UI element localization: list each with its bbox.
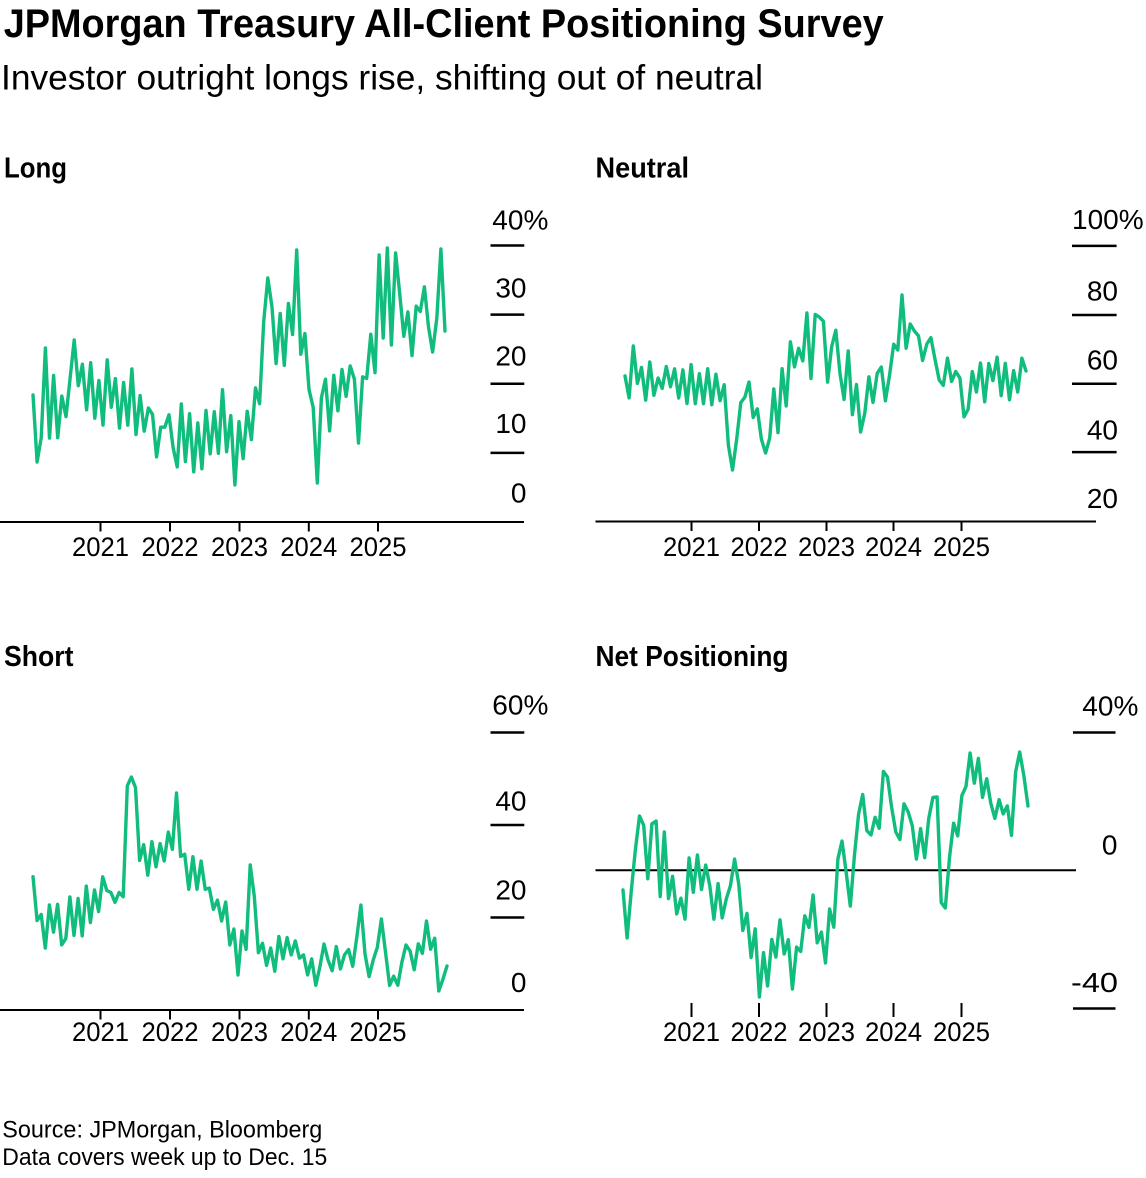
svg-text:0: 0 (1102, 830, 1118, 861)
svg-text:2022: 2022 (731, 1017, 788, 1047)
svg-text:2021: 2021 (72, 1017, 129, 1047)
svg-text:-40: -40 (1071, 967, 1118, 998)
svg-text:2022: 2022 (142, 1017, 199, 1047)
svg-text:2023: 2023 (211, 532, 268, 562)
svg-text:0: 0 (511, 477, 527, 508)
svg-text:2021: 2021 (72, 532, 129, 562)
svg-text:0: 0 (511, 967, 527, 998)
svg-text:2021: 2021 (663, 1017, 720, 1047)
svg-text:30: 30 (495, 272, 526, 303)
svg-text:20: 20 (1087, 483, 1118, 514)
svg-text:10: 10 (495, 408, 526, 439)
svg-text:Data covers week up to Dec. 15: Data covers week up to Dec. 15 (2, 1144, 327, 1171)
svg-text:100%: 100% (1072, 204, 1144, 235)
svg-text:2025: 2025 (933, 532, 990, 562)
svg-text:2024: 2024 (280, 1017, 337, 1047)
svg-text:2023: 2023 (211, 1017, 268, 1047)
svg-text:2024: 2024 (865, 532, 922, 562)
svg-text:20: 20 (495, 340, 526, 371)
svg-text:2023: 2023 (798, 1017, 855, 1047)
svg-text:2022: 2022 (731, 532, 788, 562)
svg-text:Net Positioning: Net Positioning (596, 641, 789, 673)
svg-text:Short: Short (4, 641, 74, 673)
svg-text:Investor outright longs rise,: Investor outright longs rise, shifting o… (1, 59, 763, 98)
svg-text:20: 20 (495, 875, 526, 906)
svg-text:2021: 2021 (663, 532, 720, 562)
svg-text:Source: JPMorgan, Bloomberg: Source: JPMorgan, Bloomberg (2, 1117, 322, 1144)
svg-text:80: 80 (1087, 275, 1118, 306)
svg-text:2023: 2023 (798, 532, 855, 562)
svg-text:2024: 2024 (865, 1017, 922, 1047)
svg-text:40%: 40% (492, 205, 548, 236)
svg-text:40%: 40% (1082, 691, 1138, 722)
svg-text:Long: Long (4, 153, 67, 185)
svg-text:40: 40 (495, 786, 526, 817)
svg-text:JPMorgan Treasury All-Client P: JPMorgan Treasury All-Client Positioning… (4, 2, 885, 46)
svg-text:60: 60 (1087, 345, 1118, 376)
svg-text:60%: 60% (492, 690, 548, 721)
svg-text:2025: 2025 (350, 1017, 407, 1047)
svg-text:2024: 2024 (280, 532, 337, 562)
svg-text:2025: 2025 (933, 1017, 990, 1047)
svg-text:Neutral: Neutral (596, 153, 690, 185)
svg-text:2022: 2022 (142, 532, 199, 562)
svg-text:2025: 2025 (350, 532, 407, 562)
svg-text:40: 40 (1087, 415, 1118, 446)
